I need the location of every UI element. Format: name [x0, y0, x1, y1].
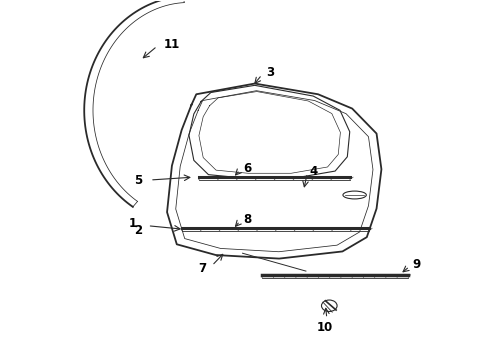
Text: 7: 7	[198, 262, 206, 275]
Text: 9: 9	[412, 258, 420, 271]
Text: 11: 11	[164, 39, 180, 51]
Text: 2: 2	[135, 224, 143, 237]
Text: 10: 10	[316, 321, 333, 334]
Text: 5: 5	[134, 174, 143, 186]
Text: 8: 8	[243, 213, 251, 226]
Text: 4: 4	[309, 165, 318, 178]
Text: 1: 1	[129, 217, 137, 230]
Text: 6: 6	[243, 162, 251, 175]
Text: 3: 3	[266, 66, 274, 79]
